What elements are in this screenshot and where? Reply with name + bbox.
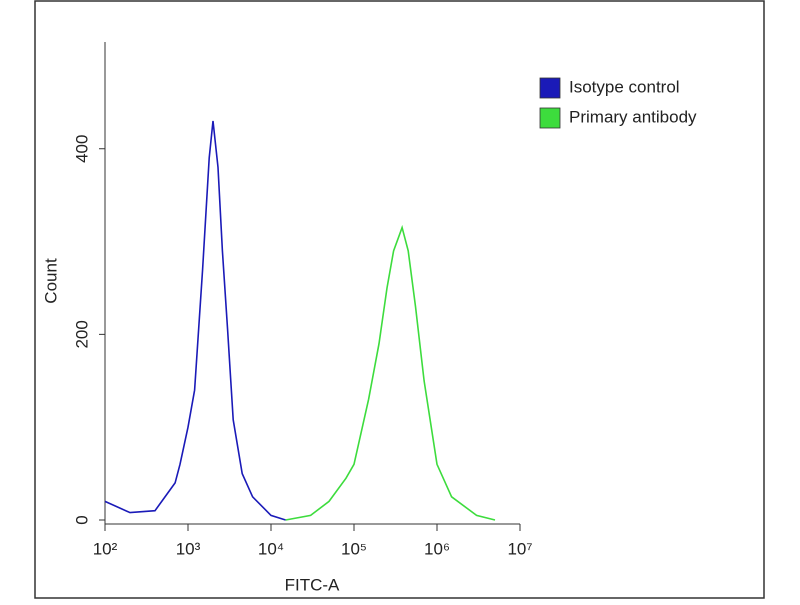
legend-swatch — [539, 107, 561, 129]
frame — [34, 0, 765, 599]
x-tick-label: 10⁴ — [258, 539, 284, 558]
y-axis-label: Count — [41, 258, 60, 304]
y-tick-label: 400 — [72, 135, 91, 163]
x-tick-label: 10⁵ — [341, 539, 367, 558]
y-tick-label: 0 — [72, 515, 91, 524]
legend-label: Isotype control — [569, 77, 680, 96]
legend-swatch — [539, 77, 561, 99]
legend-label: Primary antibody — [569, 107, 697, 126]
series-line — [285, 224, 496, 521]
x-tick-label: 10⁷ — [507, 539, 532, 558]
x-axis-label: FITC-A — [285, 575, 340, 594]
series-line — [104, 120, 286, 521]
y-tick-label: 200 — [72, 320, 91, 348]
x-tick-label: 10² — [93, 539, 118, 558]
x-tick-label: 10⁶ — [424, 539, 450, 558]
x-tick-label: 10³ — [176, 539, 201, 558]
